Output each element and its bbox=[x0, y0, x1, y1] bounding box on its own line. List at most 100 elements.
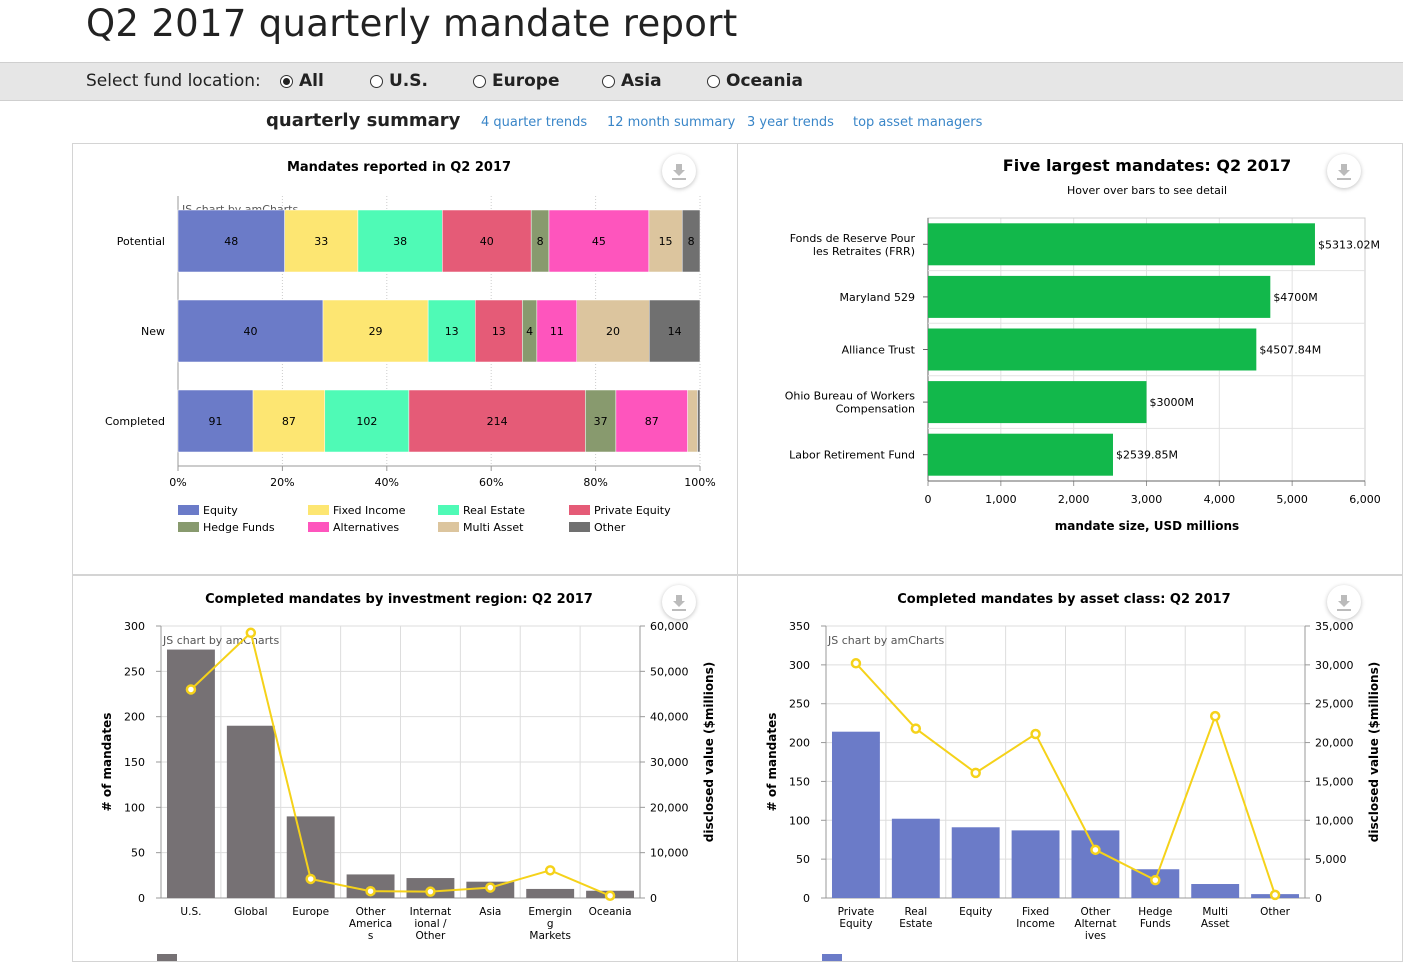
location-radio-us[interactable]: U.S. bbox=[370, 71, 428, 91]
tab-quarterly-summary[interactable]: quarterly summary bbox=[266, 110, 461, 131]
legend-label: Other bbox=[594, 521, 626, 534]
y-right-tick-label: 35,000 bbox=[1315, 620, 1354, 633]
x-tick-label: 1,000 bbox=[985, 493, 1017, 506]
line-point bbox=[305, 873, 316, 885]
tab-top-asset-managers[interactable]: top asset managers bbox=[853, 115, 983, 130]
legend-label: Equity bbox=[203, 504, 238, 517]
data-label: 13 bbox=[445, 325, 459, 338]
radio-icon[interactable] bbox=[602, 74, 615, 88]
location-radio-all[interactable]: All bbox=[280, 71, 324, 91]
radio-selected-icon[interactable] bbox=[280, 74, 293, 88]
line-point bbox=[1209, 710, 1221, 722]
legend-label: Real Estate bbox=[463, 504, 525, 517]
data-label: 29 bbox=[369, 325, 383, 338]
chart-title: Mandates reported in Q2 2017 bbox=[287, 160, 511, 175]
bar bbox=[928, 275, 1271, 318]
tab-3-year-trends[interactable]: 3 year trends bbox=[747, 115, 834, 130]
data-label: $5313.02M bbox=[1318, 238, 1380, 251]
data-label: 13 bbox=[492, 325, 506, 338]
line-point bbox=[1090, 844, 1101, 856]
download-icon[interactable] bbox=[1327, 154, 1361, 188]
data-label: 20 bbox=[606, 325, 620, 338]
legend-swatch bbox=[178, 522, 199, 532]
legend-swatch bbox=[308, 505, 329, 515]
category-label: Other bbox=[1260, 906, 1290, 918]
bar bbox=[928, 381, 1147, 424]
x-tick-label: 40% bbox=[375, 476, 399, 489]
x-tick-label: 6,000 bbox=[1349, 493, 1381, 506]
tab-12-month-summary[interactable]: 12 month summary bbox=[607, 115, 736, 130]
y-right-tick-label: 0 bbox=[1315, 892, 1322, 905]
y-tick-label: 100 bbox=[124, 801, 145, 814]
chart-title: Five largest mandates: Q2 2017 bbox=[1003, 156, 1291, 175]
x-tick-label: 5,000 bbox=[1276, 493, 1308, 506]
data-label: 8 bbox=[537, 235, 544, 248]
category-label: America bbox=[349, 918, 392, 930]
download-icon[interactable] bbox=[662, 585, 696, 619]
radio-icon[interactable] bbox=[473, 74, 486, 88]
panel-by-asset-class: Completed mandates by asset class: Q2 20… bbox=[737, 575, 1403, 962]
series-line bbox=[190, 630, 611, 897]
bar-segment bbox=[649, 299, 701, 363]
chart-mandates-reported: Mandates reported in Q2 2017 0% 20% 40% 60% 8… bbox=[105, 160, 716, 534]
tab-4-quarter-trends[interactable]: 4 quarter trends bbox=[481, 115, 588, 130]
location-radio-europe[interactable]: Europe bbox=[473, 71, 559, 91]
data-label: 87 bbox=[645, 415, 659, 428]
bar-segment bbox=[442, 209, 532, 273]
location-radio-asia[interactable]: Asia bbox=[602, 71, 662, 91]
data-label: 8 bbox=[688, 235, 695, 248]
legend-swatch bbox=[157, 954, 177, 961]
radio-icon[interactable] bbox=[370, 74, 383, 88]
category-label: ional / bbox=[414, 918, 447, 930]
bar bbox=[928, 328, 1257, 371]
y-right-tick-label: 30,000 bbox=[1315, 659, 1354, 672]
bar-segment bbox=[408, 389, 586, 453]
data-label: 40 bbox=[244, 325, 258, 338]
page-title: Q2 2017 quarterly mandate report bbox=[86, 2, 738, 45]
radio-icon[interactable] bbox=[707, 74, 720, 88]
download-icon[interactable] bbox=[662, 154, 696, 188]
y-right-tick-label: 25,000 bbox=[1315, 698, 1354, 711]
y-right-tick-label: 20,000 bbox=[1315, 737, 1354, 750]
bar-segment bbox=[475, 299, 523, 363]
bar-segment bbox=[687, 389, 698, 453]
category-label: Other bbox=[1081, 906, 1111, 918]
y-tick-label: 350 bbox=[789, 620, 810, 633]
category-label: Labor Retirement Fund bbox=[789, 449, 915, 462]
data-label: 40 bbox=[480, 235, 494, 248]
category-label: Global bbox=[234, 906, 268, 918]
line-point bbox=[185, 684, 197, 695]
data-label: $4700M bbox=[1273, 291, 1317, 304]
line-point bbox=[1030, 728, 1041, 740]
category-label: Alternat bbox=[1074, 918, 1116, 930]
bar bbox=[286, 816, 335, 898]
y-right-tick-label: 30,000 bbox=[650, 756, 689, 769]
category-label: Alliance Trust bbox=[842, 344, 916, 357]
category-label: Private bbox=[838, 906, 875, 918]
data-label: 38 bbox=[393, 235, 407, 248]
y-tick-label: 300 bbox=[789, 659, 810, 672]
y-tick-label: 150 bbox=[124, 756, 145, 769]
bar bbox=[928, 433, 1113, 476]
x-tick-label: 80% bbox=[583, 476, 607, 489]
category-label: Potential bbox=[117, 235, 165, 248]
download-icon[interactable] bbox=[1327, 585, 1361, 619]
data-label: 102 bbox=[356, 415, 377, 428]
bar-segment bbox=[427, 299, 476, 363]
data-label: 37 bbox=[594, 415, 608, 428]
category-label: Emergin bbox=[528, 906, 572, 918]
category-label: Income bbox=[1016, 918, 1055, 930]
data-label: $3000M bbox=[1150, 396, 1194, 409]
line-point bbox=[1150, 874, 1161, 886]
bar-segment bbox=[177, 389, 254, 453]
bar-segment bbox=[284, 209, 359, 273]
legend-swatch bbox=[438, 522, 459, 532]
legend-label: Hedge Funds bbox=[203, 521, 275, 534]
amcharts-watermark: JS chart by amCharts bbox=[162, 634, 279, 647]
y-right-tick-label: 50,000 bbox=[650, 665, 689, 678]
location-radio-oceania[interactable]: Oceania bbox=[707, 71, 803, 91]
bar-segment bbox=[177, 209, 285, 273]
legend-label: Fixed Income bbox=[333, 504, 406, 517]
bar-segment bbox=[324, 389, 410, 453]
bar bbox=[526, 888, 575, 898]
